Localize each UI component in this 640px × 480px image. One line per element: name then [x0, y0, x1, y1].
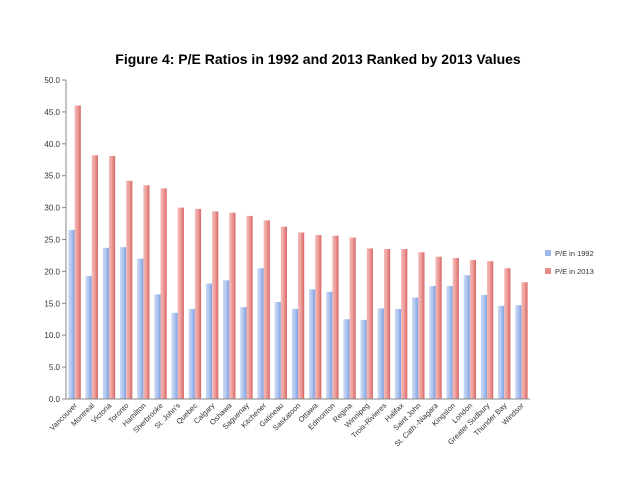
bars — [68, 105, 528, 400]
bar-1992 — [326, 291, 333, 399]
legend-swatch — [545, 250, 551, 256]
bar-2013 — [160, 188, 167, 399]
bar-1992 — [205, 283, 213, 399]
bar-2013 — [418, 252, 425, 399]
bar-1992 — [119, 247, 127, 399]
bar-2013 — [246, 215, 253, 399]
bar-1992 — [85, 275, 92, 399]
bar-2013 — [332, 235, 339, 399]
bar-1992 — [102, 247, 109, 399]
bar-1992 — [412, 297, 419, 399]
bar-1992 — [137, 258, 144, 399]
legend-label: P/E in 2013 — [555, 267, 594, 276]
bar-2013 — [212, 211, 219, 399]
bar-1992 — [377, 308, 384, 399]
bar-1992 — [154, 294, 161, 399]
bar-2013 — [194, 208, 202, 399]
bar-1992 — [446, 286, 453, 399]
bar-2013 — [435, 256, 442, 399]
y-tick-label: 50.0 — [44, 76, 60, 85]
bar-1992 — [308, 289, 316, 399]
bar-1992 — [188, 309, 195, 399]
bar-1992 — [68, 229, 75, 399]
bar-2013 — [263, 220, 270, 399]
y-tick-label: 0.0 — [49, 395, 61, 404]
bar-2013 — [229, 212, 236, 399]
bar-1992 — [274, 302, 281, 399]
bar-2013 — [108, 155, 116, 399]
bar-1992 — [171, 312, 178, 399]
bar-1992 — [480, 295, 488, 399]
legend-swatch — [545, 268, 551, 274]
bar-1992 — [343, 319, 350, 399]
y-tick-label: 35.0 — [44, 172, 60, 181]
y-axis: 0.0 5.0 10.0 15.0 20.0 25.0 30.0 35.0 40.0 45.0 50… — [44, 76, 67, 404]
x-axis: VancouverMontrealVictoriaTorontoHamilton… — [48, 398, 530, 448]
bar-1992 — [463, 275, 470, 399]
bar-2013 — [315, 235, 322, 399]
y-tick-label: 10.0 — [44, 331, 60, 340]
y-tick-label: 5.0 — [49, 363, 61, 372]
bar-1992 — [360, 319, 367, 399]
chart-title: Figure 4: P/E Ratios in 1992 and 2013 Ra… — [115, 51, 521, 67]
y-tick-label: 40.0 — [44, 140, 60, 149]
bar-2013 — [126, 180, 133, 399]
y-tick-label: 20.0 — [44, 267, 60, 276]
bar-1992 — [240, 307, 247, 399]
bar-1992 — [257, 268, 264, 399]
bar-2013 — [177, 207, 184, 399]
bar-2013 — [143, 185, 150, 399]
bar-1992 — [429, 286, 436, 399]
legend-label: P/E in 1992 — [555, 249, 594, 258]
y-tick-label: 25.0 — [44, 236, 60, 245]
bar-2013 — [91, 155, 98, 399]
y-tick-label: 30.0 — [44, 204, 60, 213]
bar-2013 — [366, 248, 373, 399]
y-tick-label: 15.0 — [44, 299, 60, 308]
bar-1992 — [223, 280, 230, 399]
bar-2013 — [298, 232, 305, 399]
legend: P/E in 1992 P/E in 2013 — [545, 249, 594, 276]
bar-2013 — [487, 261, 494, 399]
bar-2013 — [452, 258, 459, 399]
bar-2013 — [349, 237, 356, 399]
bar-1992 — [291, 309, 298, 399]
bar-1992 — [515, 305, 522, 399]
bar-2013 — [280, 226, 288, 399]
bar-2013 — [401, 249, 408, 399]
bar-2013 — [504, 268, 511, 399]
y-tick-label: 45.0 — [44, 108, 60, 117]
bar-2013 — [469, 259, 477, 399]
bar-1992 — [498, 305, 505, 399]
bar-2013 — [521, 282, 528, 399]
bar-2013 — [383, 249, 391, 399]
bar-2013 — [74, 105, 81, 400]
bar-1992 — [394, 309, 402, 399]
